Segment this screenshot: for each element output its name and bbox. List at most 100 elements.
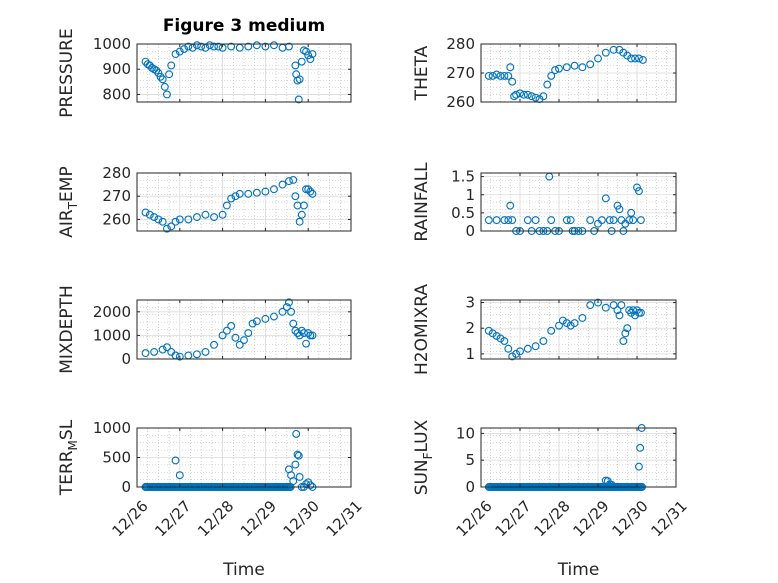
data-point: [175, 215, 184, 224]
data-point: [244, 42, 253, 51]
subplot-5: 0 1000 2000 MIXDEPTH: [57, 285, 352, 374]
data-point: [227, 42, 236, 51]
data-point: [555, 64, 563, 73]
data-point: [218, 210, 227, 219]
data-point: [523, 216, 532, 225]
data-point: [570, 319, 579, 328]
data-point: [158, 345, 167, 354]
data-point: [163, 90, 171, 99]
data-point: [625, 216, 634, 225]
data-point: [308, 331, 317, 340]
data-point: [508, 77, 517, 86]
data-point: [197, 42, 206, 51]
data-point: [294, 451, 303, 460]
data-point: [547, 326, 556, 335]
plot-area: [137, 44, 351, 102]
data-point: [150, 347, 159, 356]
data-point: [531, 216, 540, 225]
data-point: [508, 352, 517, 361]
data-point: [594, 298, 602, 307]
data-point: [634, 187, 643, 196]
data-point: [270, 41, 278, 50]
data-point: [295, 75, 304, 84]
x-tick-label: 12/28: [530, 497, 573, 540]
y-tick-label: 1: [465, 186, 475, 204]
data-point: [227, 194, 236, 203]
data-point: [543, 80, 552, 89]
x-tick-label: 12/31: [647, 497, 690, 540]
data-point: [222, 201, 231, 210]
data-point: [623, 324, 632, 333]
data-point: [289, 319, 298, 328]
y-tick-label: 500: [102, 449, 131, 467]
data-point: [304, 185, 313, 194]
y-axis-label: MIXDEPTH: [57, 285, 77, 374]
x-axis-label: Time: [557, 560, 600, 580]
data-point: [629, 216, 638, 225]
data-point: [539, 92, 548, 101]
y-tick-label: 1000: [93, 35, 131, 53]
data-point: [270, 185, 278, 194]
data-point: [625, 306, 634, 315]
data-point: [607, 480, 616, 489]
data-point: [634, 54, 643, 63]
data-point: [631, 54, 639, 63]
data-point: [492, 216, 501, 225]
data-point: [531, 342, 540, 351]
data-point: [605, 216, 614, 225]
data-point: [167, 222, 176, 231]
data-point: [308, 50, 317, 59]
data-point: [270, 312, 278, 321]
data-point: [293, 450, 302, 459]
y-axis-label: SUNFLUX: [412, 419, 435, 495]
data-point: [570, 61, 579, 70]
y-tick-label: 1.5: [451, 168, 475, 186]
data-point: [175, 47, 184, 56]
x-tick-label: 12/28: [194, 497, 237, 540]
data-point: [302, 339, 311, 348]
y-tick-label: 2: [465, 319, 475, 337]
x-tick-label: 12/30: [280, 497, 323, 540]
data-point: [609, 45, 618, 54]
data-point: [500, 71, 509, 80]
data-point: [621, 329, 630, 338]
data-point: [171, 217, 180, 226]
data-point: [306, 55, 315, 64]
data-point: [523, 90, 532, 99]
axes-box: [480, 299, 677, 360]
data-point: [154, 215, 163, 224]
data-point: [547, 216, 556, 225]
data-point: [308, 189, 317, 198]
data-point: [192, 350, 201, 359]
data-point: [284, 177, 293, 186]
data-point: [282, 303, 291, 312]
data-point: [278, 307, 287, 316]
data-point: [609, 301, 618, 310]
y-tick-label: 3: [465, 294, 475, 312]
data-point: [566, 216, 575, 225]
data-point: [562, 63, 571, 72]
axes-box: [136, 299, 352, 360]
x-axis-label: Time: [222, 560, 265, 580]
data-point: [484, 216, 493, 225]
data-point: [171, 50, 180, 59]
data-point: [291, 460, 300, 469]
data-point: [175, 471, 184, 480]
subplot-2: 260 270 280 THETA: [412, 35, 677, 111]
data-point: [292, 429, 301, 438]
data-point: [297, 57, 306, 66]
data-point: [496, 334, 505, 343]
x-tick-label: 12/27: [491, 497, 534, 540]
data-point: [306, 187, 315, 196]
data-point: [291, 192, 300, 201]
data-point: [492, 70, 501, 79]
data-point: [516, 347, 524, 356]
data-point: [184, 42, 193, 51]
subplot-7: 0 500 1000 12/26 12/27 12/28 12/29 12/30 12/31 Ti…: [57, 419, 366, 580]
subplot-4: 00.511.5 RAINFALL: [412, 162, 677, 242]
data-point: [160, 82, 169, 91]
data-point: [284, 42, 293, 51]
data-point: [615, 311, 624, 320]
axes-box: [480, 427, 677, 488]
data-point: [295, 331, 304, 340]
